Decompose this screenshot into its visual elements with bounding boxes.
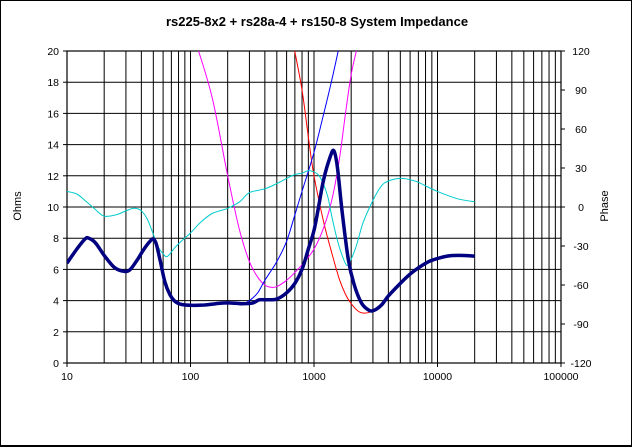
y2-tick-label: 30 [575,163,587,175]
x-tick-label: 100 [182,371,200,383]
y-tick-label: 10 [47,202,59,214]
y2-tick-label: -90 [573,319,588,331]
y-tick-label: 6 [53,264,59,276]
y-tick-label: 2 [53,327,59,339]
y2-tick-label: -120 [570,358,591,370]
y2-tick-label: -60 [573,280,588,292]
y-tick-label: 20 [47,46,59,58]
series-line-0 [67,148,475,313]
series-line-4 [67,170,475,267]
y-tick-label: 8 [53,233,59,245]
x-tick-label: 1000 [302,371,326,383]
y2-tick-label: -30 [573,241,588,253]
y2-tick-label: 60 [575,124,587,136]
y-tick-label: 18 [47,77,59,89]
y-tick-label: 16 [47,108,59,120]
y-axis-label: Ohms [12,191,24,221]
y2-tick-label: 90 [575,85,587,97]
x-tick-label: 100000 [543,371,578,383]
y2-tick-label: 120 [572,46,590,58]
series-line-2 [198,51,357,288]
grid [66,50,562,364]
y-tick-label: 14 [47,140,59,152]
series-group [67,51,475,314]
y-tick-label: 0 [53,358,59,370]
y-tick-label: 12 [47,171,59,183]
series-line-3 [239,51,339,306]
chart-title: rs225-8x2 + rs28a-4 + rs150-8 System Imp… [166,14,468,29]
y2-tick-label: 0 [578,202,584,214]
y2-axis-label: Phase [599,190,611,221]
x-tick-label: 10 [61,371,73,383]
y-tick-label: 4 [53,296,59,308]
x-tick-label: 10000 [423,371,452,383]
